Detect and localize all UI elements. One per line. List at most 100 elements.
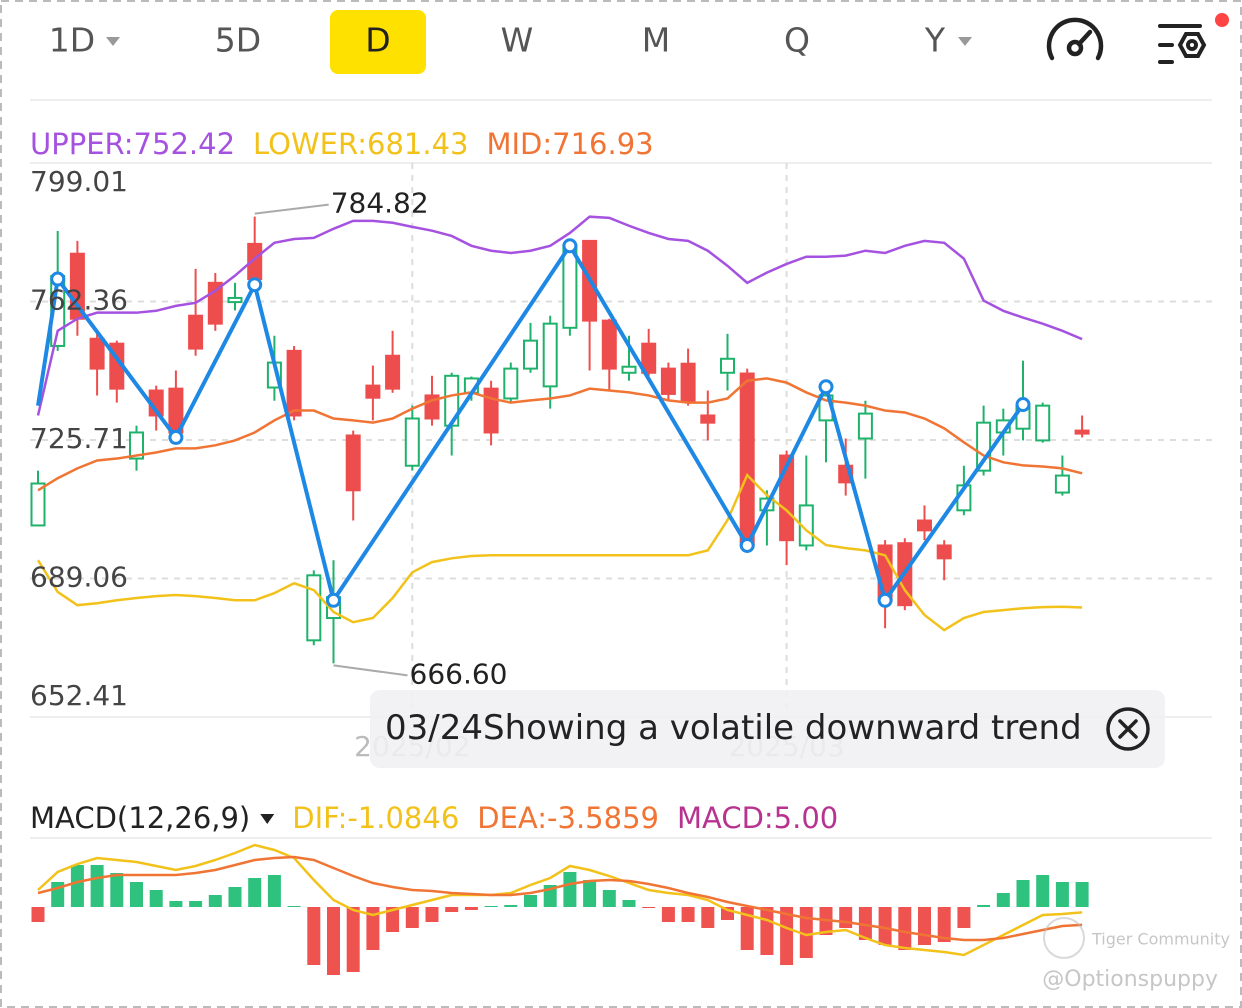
- candle-body: [1035, 404, 1051, 442]
- candle-body: [365, 384, 381, 399]
- zigzag-point: [1015, 397, 1031, 413]
- candle-body: [1054, 474, 1070, 494]
- macd-bar: [583, 880, 597, 907]
- high-leader: [254, 203, 329, 215]
- macd-bar: [346, 907, 360, 972]
- candle-body: [345, 434, 361, 492]
- band-line: [37, 377, 1083, 492]
- low-label: 666.60: [410, 657, 508, 690]
- zigzag-point: [326, 592, 341, 608]
- macd-bar: [878, 907, 892, 945]
- macd-bar: [484, 906, 498, 907]
- candle-body: [562, 244, 578, 329]
- macd-bar: [149, 890, 163, 907]
- candle-body: [621, 365, 637, 374]
- legend-entry: UPPER:752.42: [30, 127, 235, 161]
- zigzag-point: [739, 537, 755, 553]
- macd-bar: [31, 907, 45, 922]
- macd-bar: [90, 865, 104, 907]
- zigzag-point: [50, 271, 66, 287]
- candle-body: [188, 314, 204, 350]
- band-line: [36, 472, 1083, 632]
- band-line: [36, 215, 1083, 416]
- indicator-title: MACD(12,26,9): [30, 801, 250, 835]
- tab[interactable]: 1D: [49, 21, 95, 60]
- macd-bar: [327, 907, 340, 975]
- macd-bar: [267, 875, 281, 907]
- legend-entry: LOWER:681.43: [253, 127, 468, 161]
- macd-bar: [228, 887, 242, 907]
- legend-entry: MACD:5.00: [677, 801, 838, 835]
- candle-body: [30, 482, 46, 527]
- dropdown-icon: [106, 37, 120, 46]
- legend-entry: DIF:-1.0846: [292, 801, 459, 835]
- candle-body: [503, 367, 519, 400]
- tab[interactable]: 5D: [215, 21, 261, 60]
- candle-body: [89, 337, 105, 370]
- macd-bar: [760, 907, 774, 955]
- macd-bar: [957, 907, 971, 928]
- macd-bar: [130, 882, 143, 907]
- candle-body: [523, 339, 538, 370]
- tab[interactable]: Y: [924, 21, 946, 60]
- macd-bar: [977, 905, 991, 907]
- settings-icon[interactable]: [1158, 24, 1207, 64]
- tab[interactable]: D: [365, 21, 390, 60]
- candle-body: [542, 322, 558, 388]
- candle-body: [483, 387, 499, 434]
- indicator-icon[interactable]: [1046, 17, 1104, 61]
- macd-bar: [839, 907, 853, 928]
- candle-body: [857, 412, 873, 440]
- legend-entry: MID:716.93: [486, 127, 653, 161]
- tooltip-message: Showing a volatile downward trend: [483, 708, 1082, 748]
- tab[interactable]: Q: [784, 21, 810, 60]
- macd-bar: [1075, 882, 1089, 907]
- candle-body: [404, 417, 420, 467]
- macd-bar: [189, 901, 203, 907]
- y-tick-label: 762.36: [30, 284, 128, 317]
- tooltip[interactable]: 03/24Showing a volatile downward trend: [370, 690, 1165, 768]
- notification-dot: [1215, 13, 1229, 27]
- macd-bar: [602, 890, 616, 907]
- macd-line: [37, 855, 1083, 942]
- tab[interactable]: M: [642, 21, 670, 60]
- y-tick-label: 689.06: [30, 561, 128, 594]
- zigzag-point: [168, 429, 184, 445]
- candle-body: [1074, 429, 1090, 435]
- macd-bar: [524, 895, 537, 907]
- macd-bar: [642, 907, 656, 908]
- close-button[interactable]: [1106, 707, 1150, 751]
- macd-bar: [287, 906, 301, 907]
- candle-body: [306, 574, 322, 642]
- toolbar: 1D 5D D W M Q Y: [30, 10, 1229, 101]
- macd-bar: [1016, 880, 1030, 907]
- macd-bar: [740, 907, 754, 950]
- macd-bar: [918, 907, 931, 945]
- macd-bar: [1036, 875, 1050, 907]
- tab[interactable]: W: [501, 21, 534, 60]
- candle-body: [129, 431, 144, 460]
- candle-body: [227, 296, 243, 304]
- candle-body: [936, 544, 952, 560]
- macd-chart: MACD(12,26,9) DIF:-1.0846 DEA:-3.5859 MACD:…: [30, 801, 1212, 975]
- watermark-logo: [1043, 917, 1085, 959]
- macd-bar: [799, 907, 813, 958]
- macd-bar: [661, 907, 675, 922]
- macd-bar: [248, 878, 262, 907]
- dropdown-icon: [260, 814, 275, 824]
- zigzag-point: [562, 238, 578, 254]
- macd-bar: [681, 907, 695, 922]
- candle-body: [700, 414, 716, 424]
- macd-bar: [386, 907, 400, 932]
- candle-body: [385, 354, 401, 390]
- candle-body: [739, 372, 755, 547]
- macd-bar: [622, 900, 636, 907]
- candle-body: [720, 357, 735, 374]
- macd-bar: [366, 907, 380, 950]
- zigzag-point: [877, 592, 893, 608]
- macd-bar: [110, 873, 124, 907]
- macd-bar: [405, 907, 419, 928]
- macd-bar: [780, 907, 794, 965]
- dropdown-icon: [958, 37, 972, 46]
